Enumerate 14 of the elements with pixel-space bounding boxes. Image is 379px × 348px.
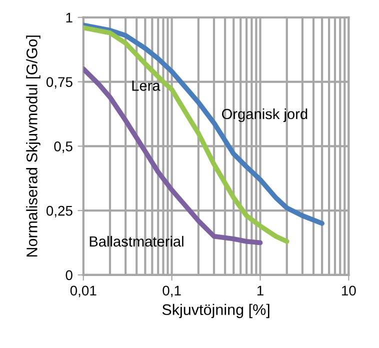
x-axis-title: Skjuvtöjning [%] [162,304,270,318]
annotation: Organisk jord [222,108,308,122]
annotation: Ballastmaterial [90,236,184,247]
y-tick-label: 0,25 [46,206,72,218]
annotation: Lera [132,80,160,91]
y-tick-label: 0 [66,270,72,280]
x-tick-label: 0,1 [162,286,181,298]
x-tick-label: 10 [342,286,356,296]
y-tick-label: 0,75 [46,77,72,89]
y-tick-label: 1 [66,12,72,22]
y-axis-title: Normaliserad Skjuvmodul [G/Go] [26,36,40,257]
x-tick-label: 0,01 [70,286,96,298]
y-tick-label: 0,5 [54,141,72,153]
x-tick-label: 1 [257,286,264,296]
